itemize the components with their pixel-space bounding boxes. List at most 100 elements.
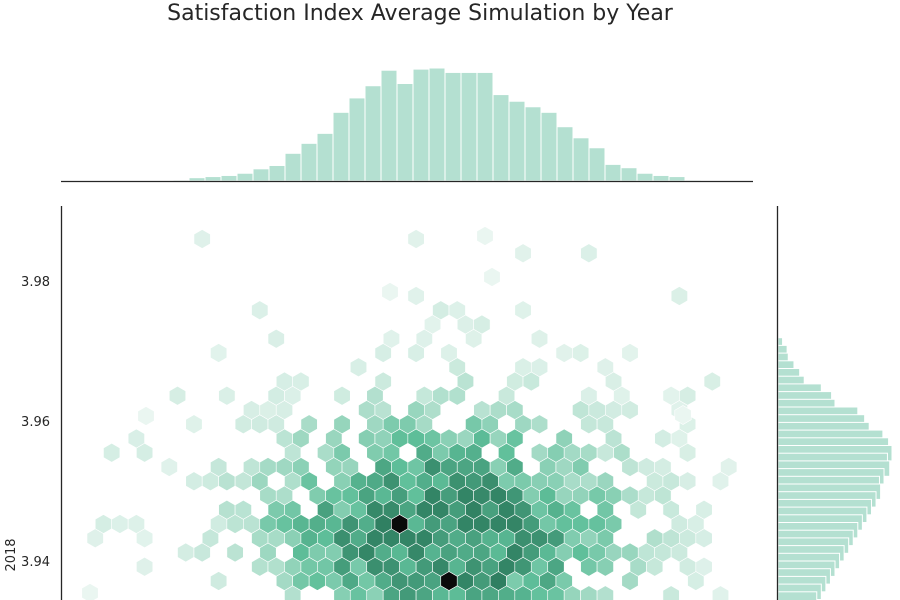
hexbin-cell [177,542,195,563]
y-axis-label: 2018 [4,538,19,571]
hexbin-cell [530,328,549,349]
top-histogram-bar [636,172,654,182]
hexbin-cell [103,442,121,463]
hexbin-cell [670,286,688,306]
hexbin-cell [292,371,310,392]
hexbin-cell [382,328,400,349]
top-histogram-bar [188,177,206,182]
top-histogram-bar [540,111,558,182]
hexbin-cell [168,385,187,406]
hexbin-cell [555,343,573,363]
hexbin-cell [333,385,351,406]
hexbin-cell [703,371,721,392]
y-axis-ticks: 3.94 3.96 3.98 [21,275,50,570]
top-histogram-bar [252,168,270,182]
hexbin-cell [483,267,501,287]
hexbin-cell [407,286,425,306]
top-histogram-bar [316,132,334,182]
y-tick-label: 3.96 [21,415,50,430]
hexbin-cell [210,457,228,477]
hexbin-cell [218,385,236,406]
top-histogram-bar [524,106,542,182]
top-histogram-bar [268,164,286,182]
top-histogram-bar [444,71,462,182]
hexbin-cell [596,471,614,492]
top-histogram-bar [396,83,414,182]
hexbin-cell [448,300,466,321]
hexbin-cell [300,414,318,435]
hexbin-cell [514,243,532,264]
hexbin-cell [476,226,494,246]
top-histogram-bar [172,179,190,182]
top-histogram-bar [284,152,302,182]
hexbin-cell [127,514,145,534]
top-histogram-bar [460,71,478,182]
hexbin-cell [111,514,129,534]
hexbin-cell [679,385,697,406]
top-histogram-bar [684,179,702,182]
top-histogram-bar [556,126,574,182]
top-histogram-bar [332,111,350,182]
hexbin-cell [374,371,392,392]
hexbin-cell [193,229,211,249]
hexbin-cell [210,571,228,591]
top-histogram-bar [572,137,590,182]
hexbin-cell [674,405,692,425]
hexbin-cell [407,229,425,249]
hexbin-cell [440,343,458,363]
hexbin-cell [580,243,598,264]
top-histogram-bar [604,163,622,182]
hexbin-cell [160,457,178,477]
y-tick-label: 3.94 [21,555,50,570]
hexbin-cell [210,343,228,363]
hexbin-cell [695,499,713,520]
hexbin-cell [572,343,590,363]
hexbin-cell [136,556,154,577]
hexbin-cell [251,300,269,321]
hexbin-cell [127,428,145,449]
right-marginal-histogram [777,337,893,600]
top-histogram-bar [364,85,382,182]
hexbin-cell [555,428,573,449]
hexbin-cell [654,428,672,449]
hexbin-cell [596,585,614,600]
hexbin-cell [349,357,368,378]
hexbin-cell [333,414,351,435]
top-histogram-bar [588,147,606,182]
hexbin-cell [530,357,549,378]
hexbin-cell [596,357,614,378]
hexbin-cell [530,414,549,435]
top-histogram-bar [300,142,318,182]
hexbin-cell [580,385,598,406]
chart-title: Satisfaction Index Average Simulation by… [167,1,674,26]
hexbin-cell [381,282,399,302]
hexbin-cell [514,300,532,321]
top-histogram-bar [492,94,510,182]
hexbin-cell [695,556,713,577]
hexbin-cell [81,583,99,600]
hexbin-cell [226,542,244,563]
hexbin-cell [580,585,598,600]
hexbin-cell [137,406,155,426]
top-histogram-bar [236,172,254,182]
hexbin-cell [679,471,697,492]
top-histogram-bar [428,67,446,182]
top-histogram-bar [668,176,686,182]
top-histogram-bar [204,176,222,182]
hexbin-cell [654,457,672,477]
top-histogram-bar [508,100,526,182]
hexbin-cell [621,343,639,363]
hexbin-cell [267,328,285,349]
right-histogram-bar [777,591,818,600]
top-histogram-bar [620,167,638,182]
hexbin-cell [720,457,738,477]
hexbin-plot [81,226,738,600]
top-marginal-histogram [172,67,702,182]
top-histogram-bar [652,174,670,182]
y-tick-label: 3.98 [21,275,50,290]
hexbin-cell [234,499,252,520]
top-histogram-bar [476,71,494,182]
top-histogram-bar [220,174,238,182]
top-histogram-bar [380,69,398,182]
hexbin-cell [473,314,491,335]
